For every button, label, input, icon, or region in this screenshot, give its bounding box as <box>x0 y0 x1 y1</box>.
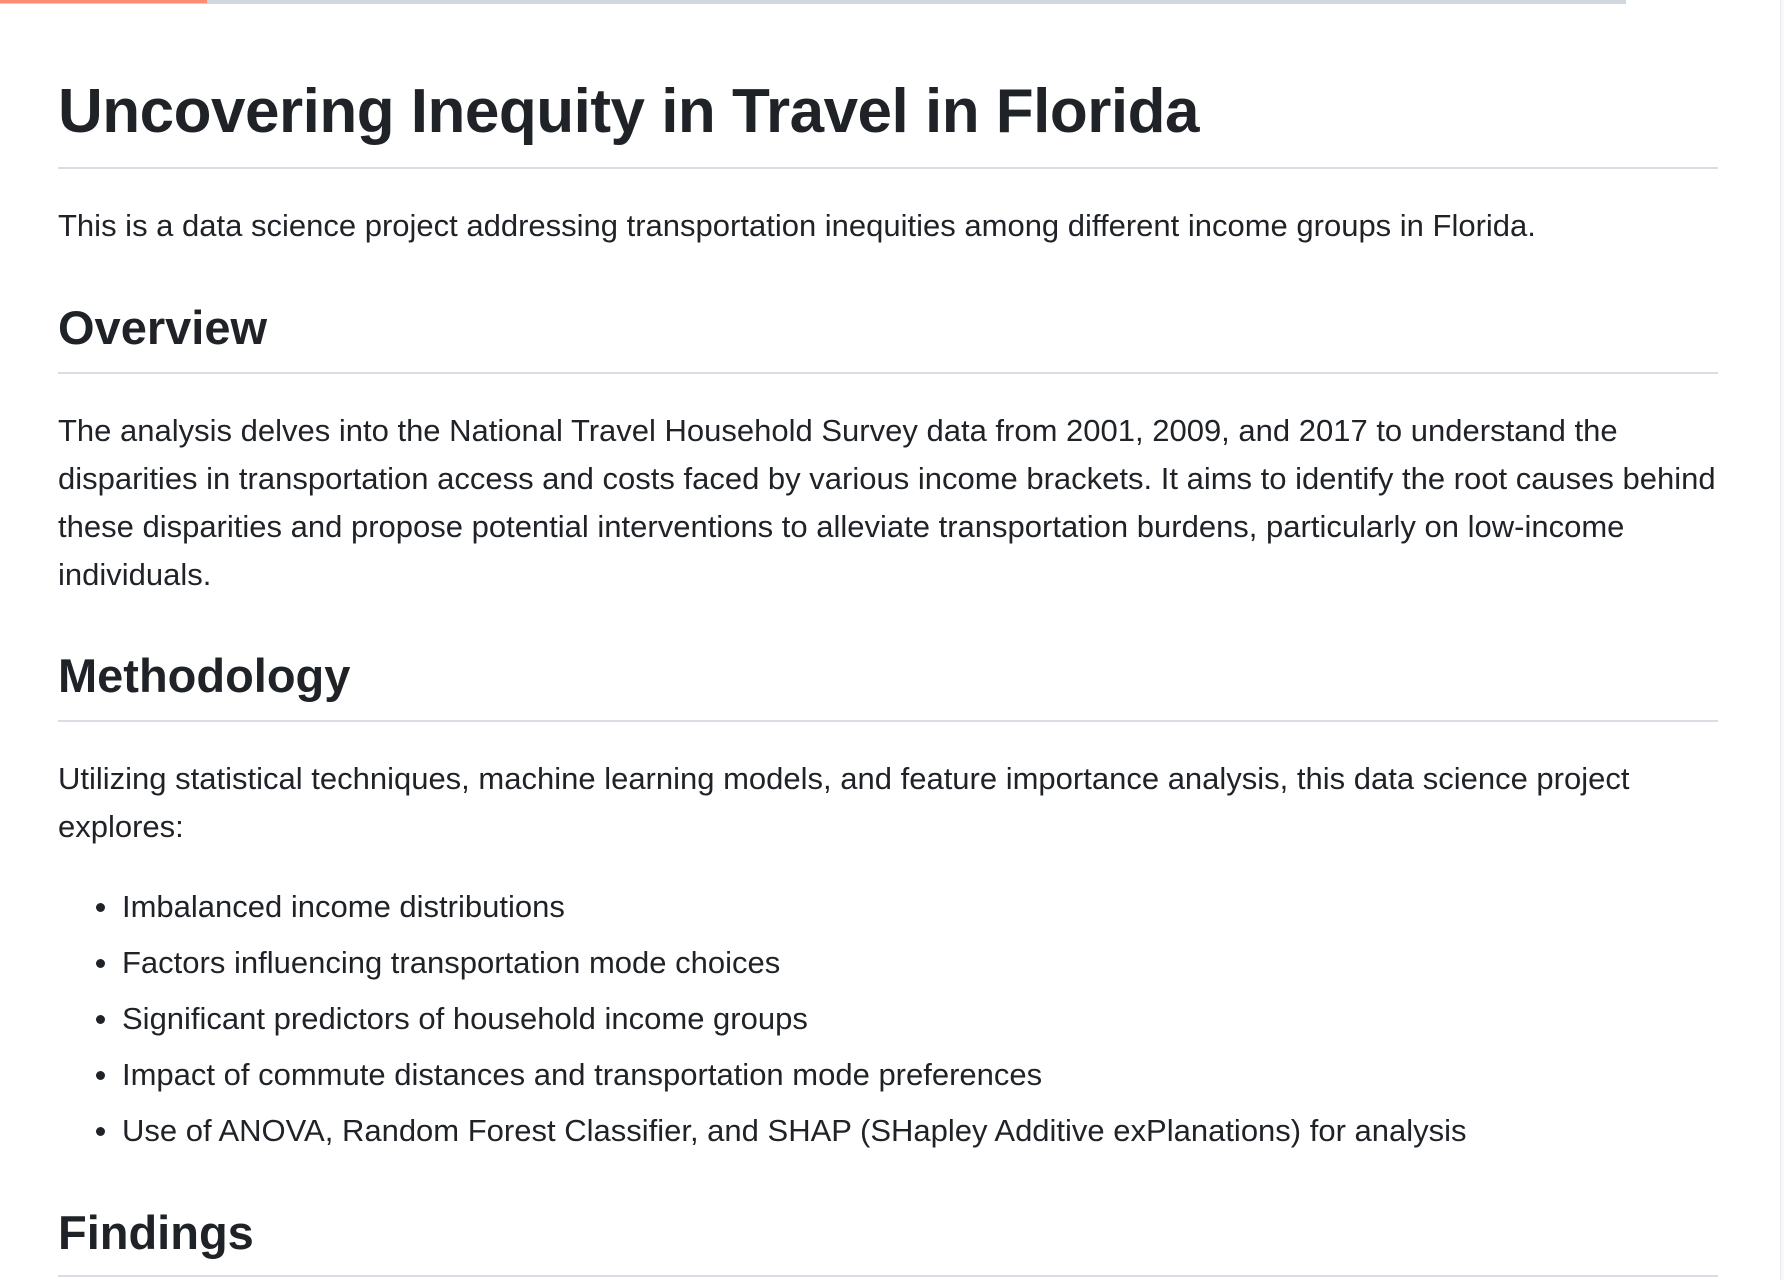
methodology-list: Imbalanced income distributions Factors … <box>58 883 1467 1163</box>
page-title: Uncovering Inequity in Travel in Florida <box>58 77 1200 146</box>
list-item-text: Imbalanced income distributions <box>122 889 565 924</box>
list-item: Impact of commute distances and transpor… <box>58 1051 1467 1107</box>
scrollbar-track[interactable] <box>1780 0 1784 1280</box>
list-item: Factors influencing transportation mode … <box>58 939 1467 995</box>
list-item-text: Factors influencing transportation mode … <box>122 945 781 980</box>
findings-heading: Findings <box>58 1206 254 1259</box>
bullet-icon <box>96 903 105 912</box>
bullet-icon <box>96 1071 105 1080</box>
active-tab-indicator <box>0 0 207 3</box>
overview-paragraph: The analysis delves into the National Tr… <box>58 413 1716 592</box>
bullet-icon <box>96 959 105 968</box>
list-item: Imbalanced income distributions <box>58 883 1467 939</box>
bullet-icon <box>96 1015 105 1024</box>
overview-divider <box>58 372 1718 374</box>
list-item: Significant predictors of household inco… <box>58 995 1467 1051</box>
methodology-heading: Methodology <box>58 649 351 702</box>
findings-divider <box>58 1275 1718 1277</box>
methodology-paragraph: Utilizing statistical techniques, machin… <box>58 761 1630 844</box>
list-item: Use of ANOVA, Random Forest Classifier, … <box>58 1107 1467 1163</box>
bullet-icon <box>96 1127 105 1136</box>
list-item-text: Significant predictors of household inco… <box>122 1001 808 1036</box>
top-tab-underline <box>0 0 1626 4</box>
overview-heading: Overview <box>58 301 268 354</box>
intro-paragraph: This is a data science project addressin… <box>58 208 1536 243</box>
title-divider <box>58 167 1718 169</box>
list-item-text: Impact of commute distances and transpor… <box>122 1057 1043 1092</box>
methodology-divider <box>58 720 1718 722</box>
list-item-text: Use of ANOVA, Random Forest Classifier, … <box>122 1113 1467 1148</box>
